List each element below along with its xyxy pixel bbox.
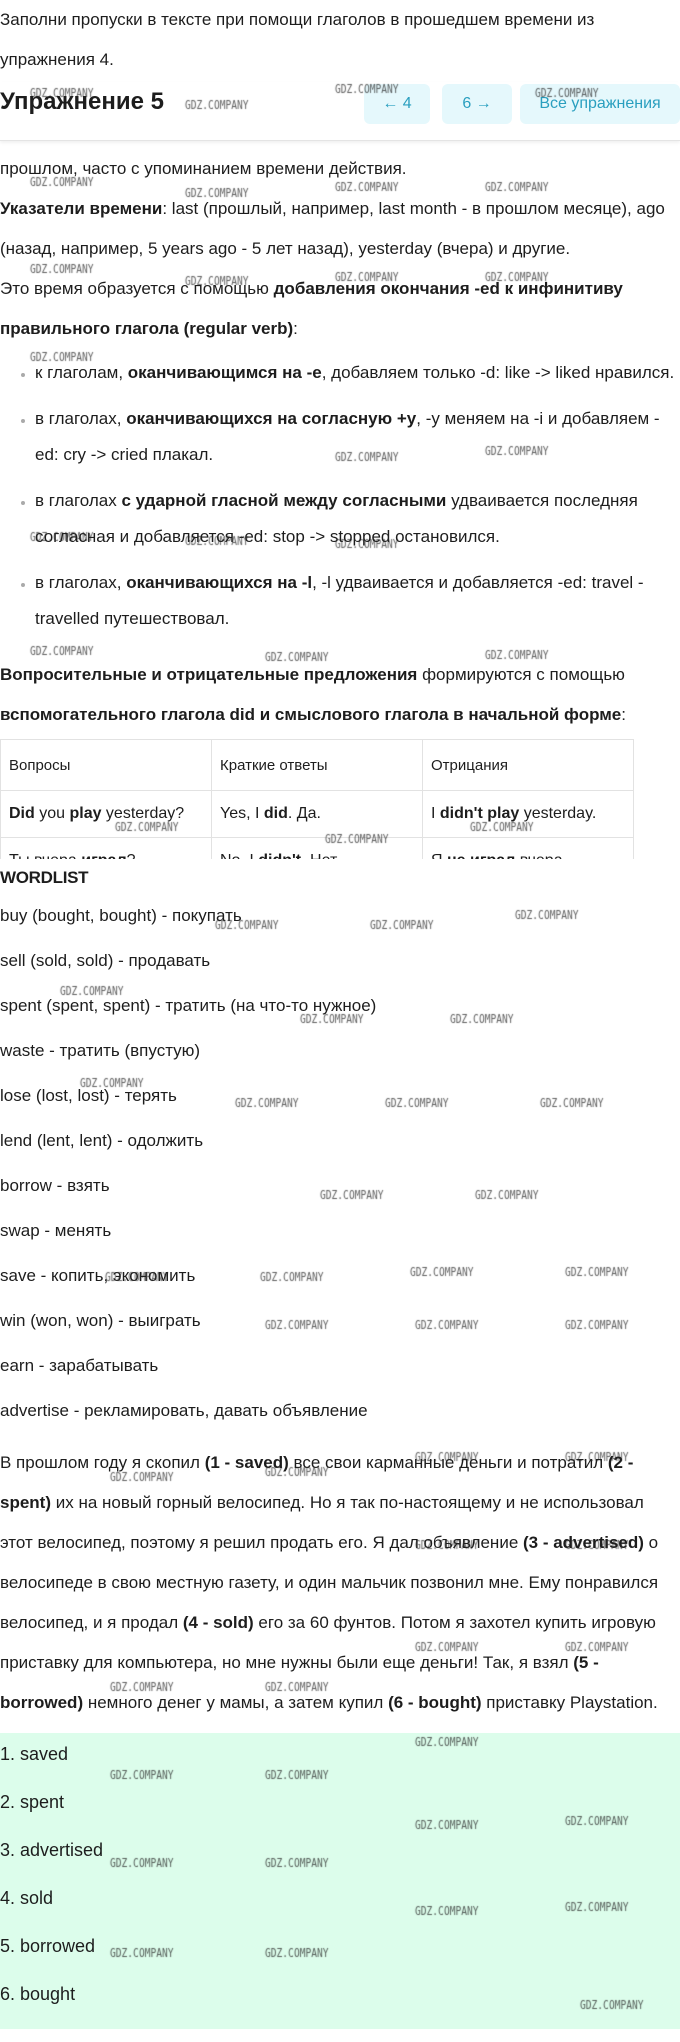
wordlist-item: save - копить, экономить (0, 1266, 196, 1285)
table-cell: No, I didn't. Нет. (211, 837, 423, 859)
answer-item: 4. sold (0, 1888, 54, 1908)
rule-item: в глаголах, оканчивающихся на согласную … (35, 401, 675, 473)
answers-block: 1. saved 2. spent 3. advertised 4. sold 5. b… (0, 1733, 680, 2029)
bold-text: (1 - saved) (204, 1453, 289, 1472)
answer-item: 2. spent (0, 1792, 65, 1812)
text: Ты вчера (9, 852, 81, 859)
did-table: Вопросы Краткие ответы Отрицания Did you… (0, 739, 640, 859)
text: Я (431, 852, 447, 859)
answer-item: 5. borrowed (0, 1936, 96, 1956)
wordlist-item: advertise - рекламировать, давать объявл… (0, 1401, 368, 1420)
rules-list: к глаголам, оканчивающимся на -e, добавл… (0, 355, 675, 637)
wordlist: buy (bought, bought) - покупать sell (sol… (0, 899, 680, 1439)
wordlist-item: win (won, won) - выиграть (0, 1311, 201, 1330)
table-cell: Did you play yesterday? (0, 790, 212, 838)
bold-text: (3 - advertised) (523, 1533, 644, 1552)
answer-item: 3. advertised (0, 1840, 104, 1860)
rule-item: к глаголам, оканчивающимся на -e, добавл… (35, 355, 675, 391)
time-markers-label: Указатели времени (0, 199, 163, 218)
wordlist-item: sell (sold, sold) - продавать (0, 951, 211, 970)
formation-text: Это время образуется с помощью (0, 279, 274, 298)
questions-explanation: Вопросительные и отрицательные предложен… (0, 665, 626, 724)
text: yesterday. (519, 805, 597, 822)
table-cell: Yes, I did. Да. (211, 790, 423, 838)
bold-text: play (69, 805, 102, 822)
text: you (34, 805, 70, 822)
answer-story: В прошлом году я скопил (1 - saved) все … (0, 1443, 680, 1723)
wordlist-item: lend (lent, lent) - одолжить (0, 1131, 204, 1150)
bold-text: (6 - bought) (388, 1693, 482, 1712)
theory-section: прошлом, часто с упоминанием времени дей… (0, 149, 675, 637)
bold-text: Did (9, 805, 35, 822)
table-cell: I didn't play yesterday. (422, 790, 634, 838)
text: . Нет. (301, 852, 340, 859)
wordlist-title: WORDLIST (0, 868, 89, 887)
rule-item: в глаголах, оканчивающихся на -l, -l удв… (35, 565, 675, 637)
prev-exercise-button[interactable]: ← 4 (364, 84, 430, 124)
bold-text: (4 - sold) (182, 1613, 254, 1632)
rule-item: в глаголах с ударной гласной между согла… (35, 483, 675, 555)
formation-end: : (293, 319, 298, 338)
answer-item: 6. bought (0, 1984, 76, 2004)
text: немного денег у мамы, а затем купил (83, 1693, 389, 1712)
task-instruction: Заполни пропуски в тексте при помощи гла… (0, 10, 595, 69)
table-header-row: Вопросы Краткие ответы Отрицания (0, 739, 634, 791)
table-cell: Ты вчера играл? (0, 837, 212, 859)
bold-text: играл (81, 852, 126, 859)
exercise-header: Упражнение 5 ← 4 6 → Все упражнения (0, 82, 680, 141)
table-row: Did you play yesterday? Yes, I did. Да. … (0, 790, 634, 838)
bold-text: не играл (447, 852, 515, 859)
text: No, I (220, 852, 258, 859)
all-exercises-button[interactable]: Все упражнения (520, 84, 680, 124)
text: yesterday? (101, 805, 185, 822)
bold-text: did (263, 805, 288, 822)
wordlist-item: waste - тратить (впустую) (0, 1041, 201, 1060)
wordlist-item: borrow - взять (0, 1176, 110, 1195)
text: ? (127, 852, 136, 859)
theory-line: прошлом, часто с упоминанием времени дей… (0, 159, 407, 178)
column-header: Отрицания (422, 739, 634, 791)
bold-text: didn't play (439, 805, 520, 822)
bold-text: didn't (258, 852, 301, 859)
next-exercise-button[interactable]: 6 → (442, 84, 512, 124)
column-header: Вопросы (0, 739, 212, 791)
text: вчера. (515, 852, 567, 859)
text: Yes, I (220, 805, 264, 822)
formation-rule: Это время образуется с помощью добавлени… (0, 269, 675, 349)
table-cell: Я не играл вчера. (422, 837, 634, 859)
wordlist-item: lose (lost, lost) - терять (0, 1086, 177, 1105)
table-row: Ты вчера играл? No, I didn't. Нет. Я не … (0, 837, 634, 859)
column-header: Краткие ответы (211, 739, 423, 791)
text: приставку Playstation. (481, 1693, 658, 1712)
wordlist-item: spent (spent, spent) - тратить (на что-т… (0, 996, 377, 1015)
text: I (431, 805, 440, 822)
text: . Да. (287, 805, 321, 822)
text: все свои карманные деньги и потратил (288, 1453, 608, 1472)
wordlist-item: buy (bought, bought) - покупать (0, 906, 242, 925)
answer-item: 1. saved (0, 1744, 69, 1764)
time-markers: Указатели времени: last (прошлый, наприм… (0, 189, 675, 269)
page-title: Упражнение 5 (0, 88, 164, 115)
text: В прошлом году я скопил (0, 1453, 205, 1472)
wordlist-item: swap - менять (0, 1221, 112, 1240)
wordlist-item: earn - зарабатывать (0, 1356, 159, 1375)
